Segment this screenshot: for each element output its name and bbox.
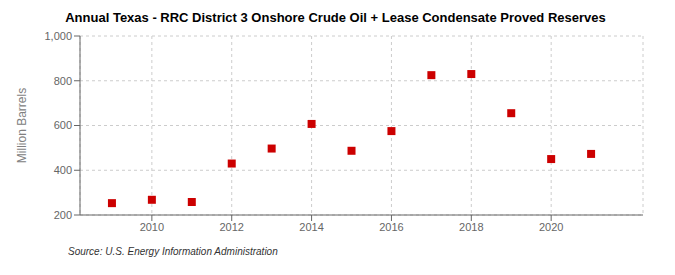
svg-text:800: 800 [54,75,72,87]
svg-text:400: 400 [54,164,72,176]
html-text:Source: U.S. Energy Informatio: Source: U.S. Energy Information Administ… [68,246,278,257]
svg-text:1,000: 1,000 [44,30,72,42]
svg-text:600: 600 [54,119,72,131]
svg-text:200: 200 [54,209,72,221]
html-text:Annual Texas - RRC District 3: Annual Texas - RRC District 3 Onshore Cr… [65,10,606,25]
svg-text:2020: 2020 [539,221,563,233]
svg-text:2018: 2018 [459,221,483,233]
svg-text:Million Barrels: Million Barrels [15,88,29,163]
svg-text:2016: 2016 [379,221,403,233]
svg-text:2014: 2014 [299,221,323,233]
svg-text:2010: 2010 [140,221,164,233]
svg-text:2012: 2012 [219,221,243,233]
